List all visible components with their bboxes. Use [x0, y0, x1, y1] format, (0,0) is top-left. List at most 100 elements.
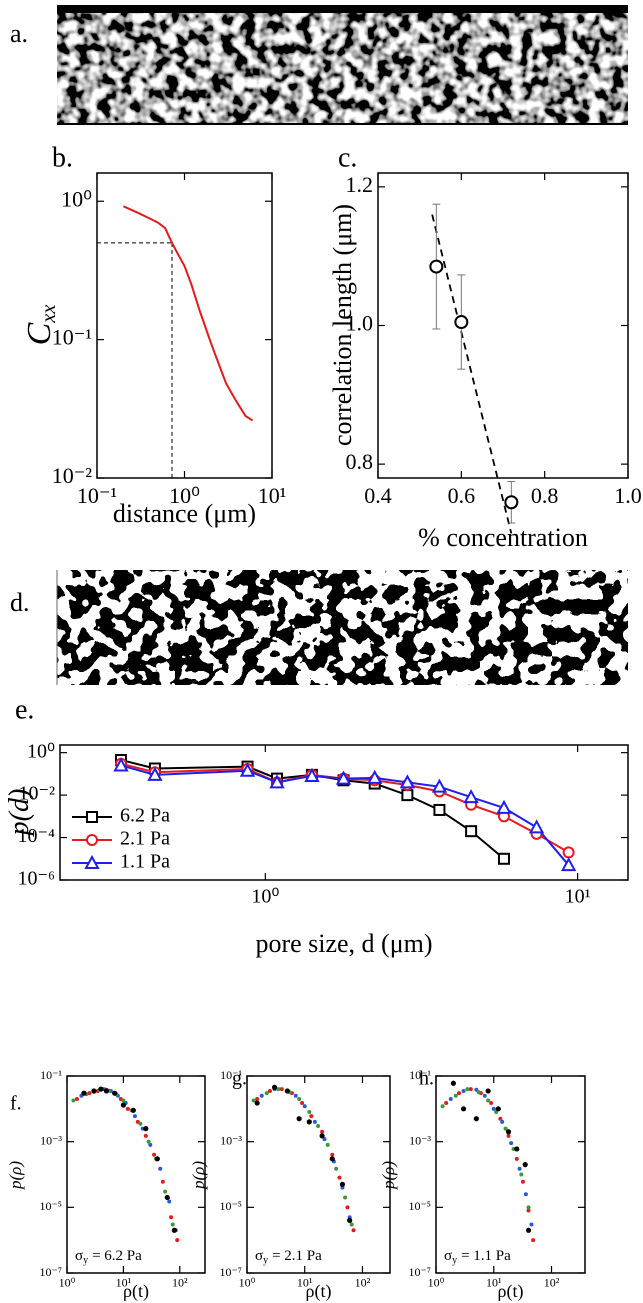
point [514, 1146, 520, 1152]
x-tick-label: 1.0 [614, 483, 642, 508]
legend-label: 1.1 Pa [120, 851, 170, 873]
panel-label: d. [10, 588, 30, 617]
annotation-subscript: y [83, 1255, 88, 1266]
point [482, 1093, 487, 1098]
point [320, 1129, 325, 1134]
point [264, 1091, 269, 1096]
y-tick-label: 10⁻⁵ [219, 1199, 242, 1213]
binary-image [57, 570, 628, 685]
annotation-symbol: σ [75, 1248, 83, 1264]
annotation-text: = 2.1 Pa [272, 1248, 322, 1264]
point [465, 1087, 470, 1092]
point [300, 1101, 305, 1106]
point [334, 1166, 339, 1171]
point [160, 1179, 165, 1184]
y-tick-label: 10⁻¹ [40, 1068, 62, 1082]
point [307, 1110, 312, 1115]
marker [304, 767, 320, 782]
panel-label: g. [232, 1068, 247, 1090]
point [146, 1139, 151, 1144]
y-axis-label: correlation length (μm) [328, 204, 357, 446]
legend-marker [86, 811, 98, 823]
panel-label: f. [10, 1093, 22, 1115]
legend-marker [86, 834, 98, 846]
y-axis-label: p(ρ) [189, 1161, 208, 1190]
point [254, 1100, 260, 1106]
x-tick-label: 10¹ [258, 483, 287, 508]
y-axis-label: p(ρ) [6, 1161, 25, 1190]
point [81, 1090, 87, 1096]
x-axis-label: distance (μm) [113, 499, 256, 528]
marker [147, 766, 163, 781]
point [309, 1114, 314, 1119]
point [526, 1208, 531, 1213]
marker [431, 778, 448, 793]
y-axis-label-text: C [21, 322, 58, 345]
point [523, 1192, 528, 1197]
point [517, 1166, 522, 1171]
legend-label: 2.1 Pa [120, 828, 170, 850]
point [120, 1102, 126, 1108]
point [444, 1101, 449, 1106]
point [491, 1106, 496, 1111]
point [163, 1189, 168, 1194]
point [456, 1091, 461, 1096]
y-axis-label-text: p(ρ) [379, 1161, 398, 1190]
point [130, 1107, 136, 1113]
point [267, 1088, 272, 1093]
marker [335, 770, 352, 785]
marker [562, 846, 575, 859]
x-axis-label: ρ(t) [498, 1281, 524, 1302]
plot-frame [66, 1075, 206, 1274]
marker [465, 825, 478, 838]
x-tick-label: 0.4 [364, 483, 392, 508]
x-tick-label: 0.8 [531, 483, 559, 508]
marker [401, 789, 414, 802]
point [132, 1114, 137, 1119]
point [440, 1104, 445, 1109]
marker [497, 852, 510, 865]
point [526, 1205, 531, 1210]
annotation: σy = 2.1 Pa [255, 1248, 322, 1266]
x-tick-label: 10⁰ [251, 886, 279, 908]
plot-frame [96, 172, 273, 479]
y-axis-label: p(ρ) [379, 1161, 398, 1190]
y-tick-label: 10⁻³ [409, 1133, 431, 1147]
point [343, 1195, 348, 1200]
marker [113, 757, 129, 772]
y-tick-label: 10⁰ [61, 186, 92, 211]
y-axis-label: Cxx [21, 305, 60, 346]
x-tick-label: 10¹ [297, 1276, 313, 1290]
y-tick-label: 10⁻⁵ [39, 1199, 62, 1213]
point [486, 1098, 491, 1103]
point [339, 1181, 346, 1187]
point [98, 1086, 104, 1092]
y-tick-label: 10⁻⁴ [17, 825, 55, 847]
y-tick-label: 1.2 [346, 172, 374, 197]
marker [239, 762, 256, 777]
point [143, 1126, 149, 1132]
annotation-subscript: y [452, 1255, 457, 1266]
point [87, 1091, 92, 1096]
x-tick-label: 10⁰ [59, 1276, 76, 1290]
x-tick-label: 10⁰ [428, 1276, 445, 1290]
x-tick-label: 10⁻¹ [77, 483, 117, 508]
point [453, 1093, 458, 1098]
y-axis-label-text: p(d) [4, 789, 35, 838]
y-tick-label: 10⁻⁷ [408, 1265, 431, 1279]
point [495, 1106, 501, 1112]
point [169, 1215, 174, 1220]
marker [496, 799, 512, 814]
point [337, 1175, 342, 1180]
panel-label: h. [419, 1068, 434, 1090]
plot-frame [59, 744, 629, 881]
x-tick-label: 10² [172, 1276, 188, 1290]
y-tick-label: 10⁻¹ [220, 1068, 242, 1082]
point [148, 1142, 153, 1147]
y-axis-label-text: p(ρ) [6, 1161, 25, 1190]
panel-label: c. [338, 142, 357, 173]
x-axis-label: pore size, d (μm) [255, 929, 432, 958]
point [284, 1088, 290, 1094]
point [505, 1129, 512, 1135]
x-tick-label: 10² [544, 1276, 560, 1290]
